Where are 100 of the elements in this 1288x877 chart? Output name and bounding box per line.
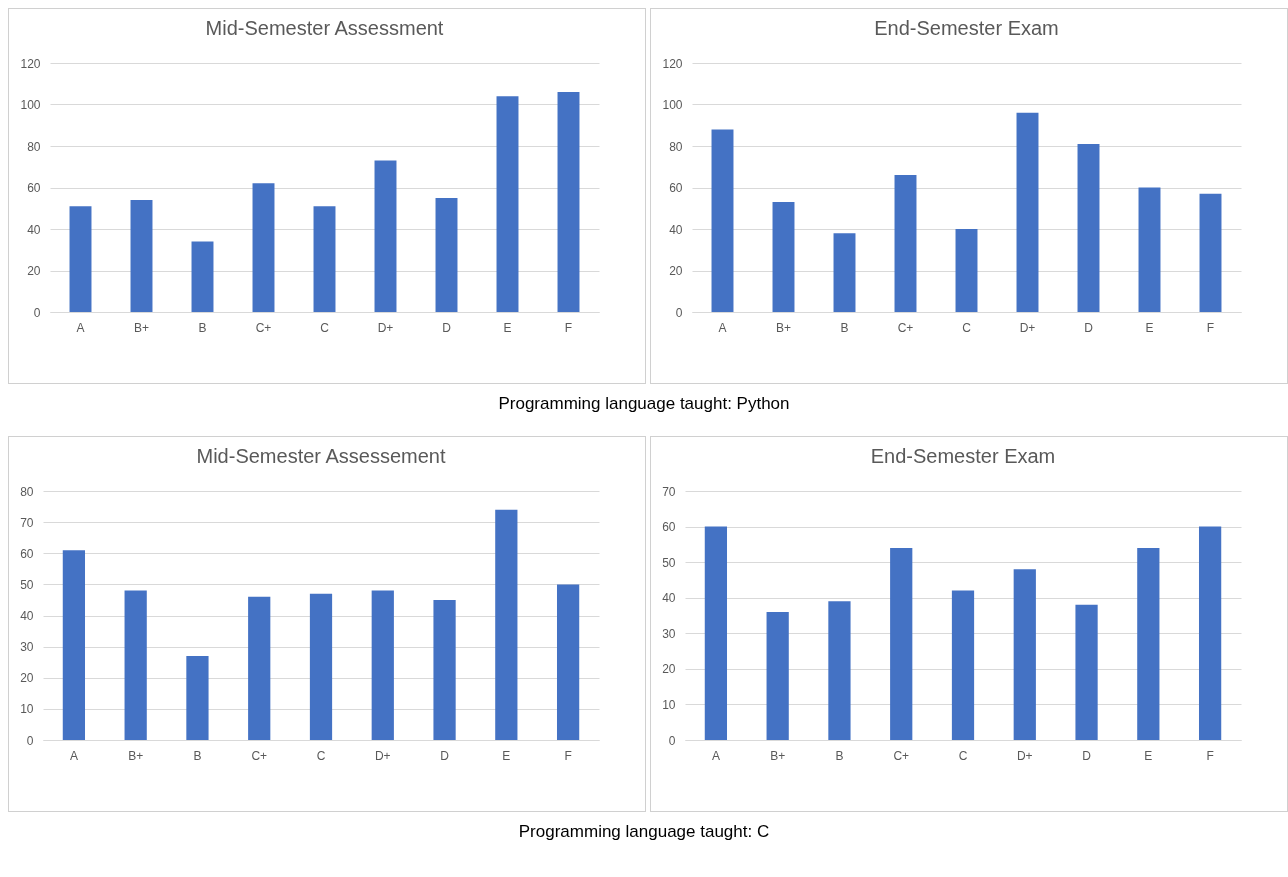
x-tick-label: F (564, 748, 572, 763)
bar (371, 590, 394, 740)
y-tick-label: 70 (662, 484, 676, 499)
x-tick-label: E (502, 748, 511, 763)
chart-title: Mid-Semester Assessement (196, 445, 446, 467)
x-tick-label: F (1206, 320, 1215, 335)
y-tick-label: 0 (33, 305, 41, 320)
bar (495, 509, 518, 740)
bar (955, 229, 978, 312)
x-tick-label: B+ (133, 320, 150, 335)
x-tick-label: D (440, 748, 450, 763)
bar (772, 202, 795, 312)
x-tick-label: D (1084, 320, 1094, 335)
bar (309, 593, 333, 740)
bar (711, 129, 734, 312)
y-tick-label: 40 (662, 591, 676, 606)
x-tick-label: B (840, 320, 849, 335)
bar (833, 233, 856, 312)
x-tick-label: D+ (1019, 320, 1036, 335)
y-tick-label: 20 (662, 662, 676, 677)
y-tick-label: 60 (669, 181, 683, 195)
bar (894, 175, 917, 312)
y-tick-label: 10 (662, 697, 676, 712)
y-tick-label: 50 (662, 555, 676, 570)
text: Programming language taught: C (517, 821, 771, 843)
bar (766, 611, 789, 740)
bar (248, 596, 271, 740)
bar (313, 206, 336, 312)
y-tick-label: 40 (20, 609, 34, 623)
bar (1199, 193, 1222, 312)
y-tick-label: 0 (675, 305, 683, 320)
bar (191, 241, 214, 312)
bar (252, 183, 275, 312)
y-tick-label: 0 (26, 733, 34, 748)
y-tick-label: 40 (27, 222, 41, 237)
x-tick-label: A (718, 320, 727, 335)
x-tick-label: C (316, 748, 326, 763)
bar (556, 584, 580, 740)
bar (828, 601, 851, 740)
y-tick-label: 40 (669, 222, 683, 237)
x-tick-label: A (69, 748, 78, 763)
x-tick-label: F (564, 320, 573, 335)
bar (1138, 187, 1161, 312)
x-tick-label: C (320, 320, 330, 335)
y-tick-label: 30 (20, 640, 34, 655)
y-tick-label: 80 (27, 139, 41, 154)
x-tick-label: E (1145, 320, 1154, 335)
x-tick-label: C+ (897, 320, 914, 335)
bar (69, 206, 92, 312)
x-tick-label: B (198, 320, 207, 335)
x-tick-label: B (835, 748, 844, 763)
chart-title: End-Semester Exam (870, 445, 1056, 467)
y-tick-label: 20 (20, 671, 34, 686)
y-tick-label: 0 (668, 733, 676, 748)
x-tick-label: B+ (775, 320, 792, 335)
text: Programming language taught: Python (497, 393, 791, 415)
x-tick-label: B (193, 748, 202, 763)
x-tick-label: C (962, 320, 972, 335)
bar (374, 160, 397, 312)
y-tick-label: 20 (669, 264, 683, 278)
bar (1077, 143, 1100, 312)
bar (1198, 526, 1222, 740)
bar (62, 550, 86, 740)
y-tick-label: 20 (27, 264, 41, 278)
bar (186, 655, 209, 740)
y-tick-label: 60 (20, 546, 34, 561)
x-tick-label: C+ (255, 320, 272, 335)
bar (435, 197, 458, 312)
bar (557, 92, 580, 312)
x-tick-label: D (442, 320, 452, 335)
x-tick-label: F (1206, 748, 1214, 763)
x-tick-label: C+ (251, 748, 268, 763)
x-tick-label: B+ (128, 748, 144, 763)
x-tick-label: D+ (1016, 748, 1033, 763)
x-tick-label: C+ (893, 748, 910, 763)
y-tick-label: 60 (27, 181, 41, 195)
bar (890, 547, 913, 740)
x-tick-label: E (503, 320, 512, 335)
bar (1137, 547, 1160, 740)
bar (1016, 112, 1039, 312)
bar (704, 526, 728, 740)
x-tick-label: B+ (770, 748, 786, 763)
x-tick-label: A (711, 748, 720, 763)
y-tick-label: 30 (662, 626, 676, 641)
x-tick-label: A (76, 320, 85, 335)
x-tick-label: D+ (374, 748, 391, 763)
bar (130, 199, 153, 312)
y-tick-label: 80 (669, 139, 683, 154)
y-tick-label: 60 (662, 520, 676, 535)
bar (496, 96, 519, 312)
x-tick-label: D+ (377, 320, 394, 335)
x-tick-label: E (1144, 748, 1153, 763)
y-tick-label: 120 (662, 56, 683, 71)
bar (1075, 604, 1098, 740)
y-tick-label: 80 (20, 484, 34, 499)
x-tick-label: D (1082, 748, 1092, 763)
chart-title: End-Semester Exam (874, 17, 1059, 39)
bar (433, 599, 456, 740)
y-tick-label: 100 (662, 98, 683, 112)
y-tick-label: 10 (20, 702, 34, 717)
